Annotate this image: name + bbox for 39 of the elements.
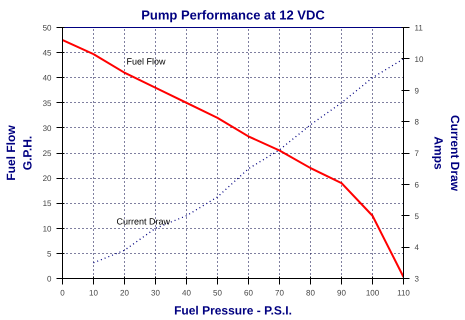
y-tick-label: 5 [47,249,52,258]
y-tick-label: 50 [42,24,52,32]
y2-tick-label: 6 [414,180,420,190]
y-tick-label: 45 [42,48,52,58]
x-tick-label: 40 [182,288,192,298]
y2-tick-label: 7 [414,149,420,158]
y-tick-label: 10 [42,224,52,234]
series-label: Current Draw [116,216,171,226]
y-tick-label: 20 [42,174,52,184]
y-tick-label: 40 [42,74,52,83]
line-series [92,58,404,264]
y2-tick-label: 8 [414,118,420,127]
x-tick-label: 50 [213,288,222,298]
x-tick-label: 100 [366,288,380,298]
y-tick-label: 30 [42,124,52,133]
y-tick-label: 0 [47,274,52,284]
y2-tick-label: 3 [414,274,420,284]
x-tick-label: 80 [306,288,316,298]
y-tick-label: 35 [42,98,52,108]
x-tick-label: 0 [60,288,66,298]
x-tick-label: 10 [89,288,98,298]
y2-tick-label: 10 [414,54,424,64]
y2-tick-label: 9 [414,86,420,96]
x-tick-label: 110 [397,288,410,298]
x-tick-label: 30 [151,288,160,298]
y-tick-label: 15 [42,199,52,208]
y-tick-label: 25 [42,149,52,158]
y2-tick-label: 4 [414,243,420,252]
x-tick-label: 60 [244,288,254,298]
x-axis-title: Fuel Pressure - P.S.I. [174,304,292,318]
y-axis-title: Fuel Flow G.P.H. [4,124,35,181]
x-tick-label: 90 [337,288,346,298]
y2-tick-label: 5 [414,212,420,221]
chart-title: Pump Performance at 12 VDC [141,8,326,22]
series-label: Fuel Flow [126,56,166,67]
x-tick-label: 70 [275,288,284,298]
y2-axis-title: Current Draw Amps [431,114,462,192]
x-tick-label: 20 [120,288,130,298]
y2-tick-label: 11 [414,24,424,32]
